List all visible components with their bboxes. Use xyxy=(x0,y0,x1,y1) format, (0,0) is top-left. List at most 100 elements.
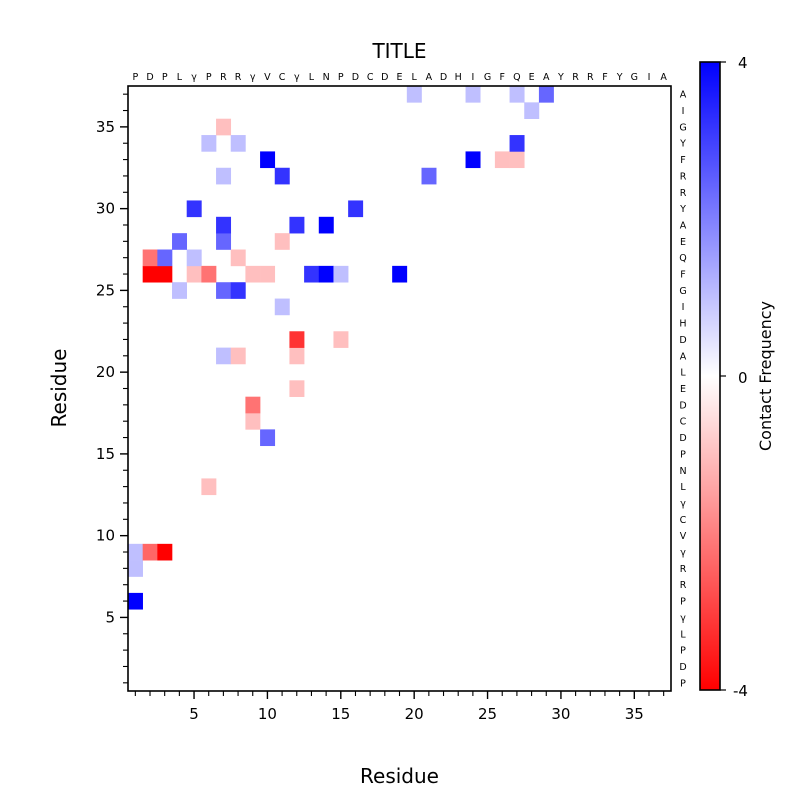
heatmap-cell xyxy=(289,347,305,365)
heatmap-cell xyxy=(245,413,261,430)
chart-title: TITLE xyxy=(371,39,426,63)
sequence-label-right: A xyxy=(680,351,687,362)
sequence-label-right: G xyxy=(679,122,686,133)
x-tick-label: 35 xyxy=(625,705,644,723)
sequence-label-right: F xyxy=(680,270,685,281)
sequence-label-right: A xyxy=(680,220,687,231)
heatmap-cell xyxy=(509,86,525,103)
y-tick-label: 15 xyxy=(96,445,115,463)
sequence-label-top: A xyxy=(660,72,667,83)
colorbar-tick-label-zero: 0 xyxy=(738,369,748,387)
heatmap-cell xyxy=(216,167,232,185)
sequence-label-right: F xyxy=(680,155,685,166)
heatmap-cell xyxy=(304,265,320,283)
sequence-label-top: Y xyxy=(616,72,623,83)
heatmap-cell xyxy=(201,265,217,283)
heatmap-cell xyxy=(260,265,276,283)
sequence-label-right: N xyxy=(679,466,686,477)
sequence-label-right: P xyxy=(680,449,686,460)
y-axis-label: Residue xyxy=(47,349,71,428)
sequence-label-right: L xyxy=(680,368,686,379)
heatmap-cell xyxy=(348,200,364,218)
x-axis-ticks: 5 10 15 20 25 30 35 xyxy=(134,691,665,723)
sequence-label-right: A xyxy=(680,90,687,101)
heatmap-cell xyxy=(230,249,246,267)
heatmap-cell xyxy=(216,118,232,136)
sequence-label-top: γ xyxy=(250,72,256,83)
sequence-label-top: G xyxy=(484,72,491,83)
sequence-label-top: I xyxy=(648,72,651,83)
heatmap-cell xyxy=(465,86,481,103)
x-tick-label: 5 xyxy=(189,705,199,723)
heatmap-cell xyxy=(494,151,510,169)
sequence-label-right: I xyxy=(682,106,685,117)
sequence-label-top: I xyxy=(471,72,474,83)
sequence-label-right: Y xyxy=(679,204,686,215)
sequence-label-top: D xyxy=(352,72,359,83)
heatmap-cell xyxy=(157,249,173,267)
sequence-label-top: F xyxy=(499,72,504,83)
sequence-label-top: D xyxy=(440,72,447,83)
sequence-label-top: P xyxy=(132,72,138,83)
y-tick-label: 20 xyxy=(96,363,115,381)
sequence-label-top: P xyxy=(206,72,212,83)
sequence-label-top: C xyxy=(279,72,286,83)
heatmap-cell xyxy=(230,135,246,152)
y-axis-ticks: 5 10 15 20 25 30 35 xyxy=(96,93,128,684)
heatmap-cell xyxy=(201,478,217,496)
colorbar-tick-label-min: -4 xyxy=(733,682,748,700)
heatmap-cells xyxy=(128,86,554,610)
sequence-label-right: D xyxy=(679,400,686,411)
sequence-label-right: L xyxy=(680,629,686,640)
y-tick-label: 35 xyxy=(96,118,115,136)
sequence-label-top: V xyxy=(264,72,271,83)
x-tick-label: 20 xyxy=(405,705,424,723)
y-tick-label: 30 xyxy=(96,200,115,218)
sequence-label-right: D xyxy=(679,433,686,444)
heatmap-cell xyxy=(216,282,232,299)
heatmap-cell xyxy=(216,216,232,234)
sequence-label-top: R xyxy=(587,72,594,83)
heatmap-cell xyxy=(157,265,173,283)
heatmap-cell xyxy=(333,331,349,348)
sequence-label-top: R xyxy=(572,72,579,83)
sequence-label-right: D xyxy=(679,662,686,673)
heatmap-cell xyxy=(142,249,158,267)
plot-frame xyxy=(127,85,672,692)
sequence-label-right: P xyxy=(680,678,686,689)
x-tick-label: 15 xyxy=(331,705,350,723)
heatmap-cell xyxy=(245,396,261,414)
sequence-label-right: I xyxy=(682,302,685,313)
heatmap-cell xyxy=(172,282,188,299)
sequence-label-top: γ xyxy=(191,72,197,83)
x-axis-label: Residue xyxy=(360,764,439,788)
y-tick-label: 25 xyxy=(96,281,115,299)
colorbar-tick-label-max: 4 xyxy=(738,54,748,72)
sequence-label-right: V xyxy=(680,531,687,542)
heatmap-cell xyxy=(172,233,188,250)
heatmap-cell xyxy=(230,347,246,365)
sequence-label-right: H xyxy=(679,319,686,330)
heatmap-cell xyxy=(186,249,202,267)
heatmap-cell xyxy=(216,233,232,250)
sequence-label-right: C xyxy=(680,515,687,526)
heatmap-cell xyxy=(274,233,290,250)
sequence-label-top: L xyxy=(412,72,418,83)
heatmap-cell xyxy=(274,298,290,316)
sequence-label-right: γ xyxy=(680,548,686,559)
heatmap-cell xyxy=(333,265,349,283)
sequence-label-top: L xyxy=(309,72,315,83)
x-tick-label: 25 xyxy=(478,705,497,723)
sequence-label-right: γ xyxy=(680,613,686,624)
sequence-label-right: Y xyxy=(679,139,686,150)
sequence-label-top: P xyxy=(338,72,344,83)
sequence-label-top: R xyxy=(235,72,242,83)
heatmap-cell xyxy=(289,331,305,348)
colorbar-label: Contact Frequency xyxy=(756,301,775,451)
sequence-label-top: A xyxy=(426,72,433,83)
sequence-label-top: E xyxy=(529,72,535,83)
heatmap-cell xyxy=(289,380,305,397)
